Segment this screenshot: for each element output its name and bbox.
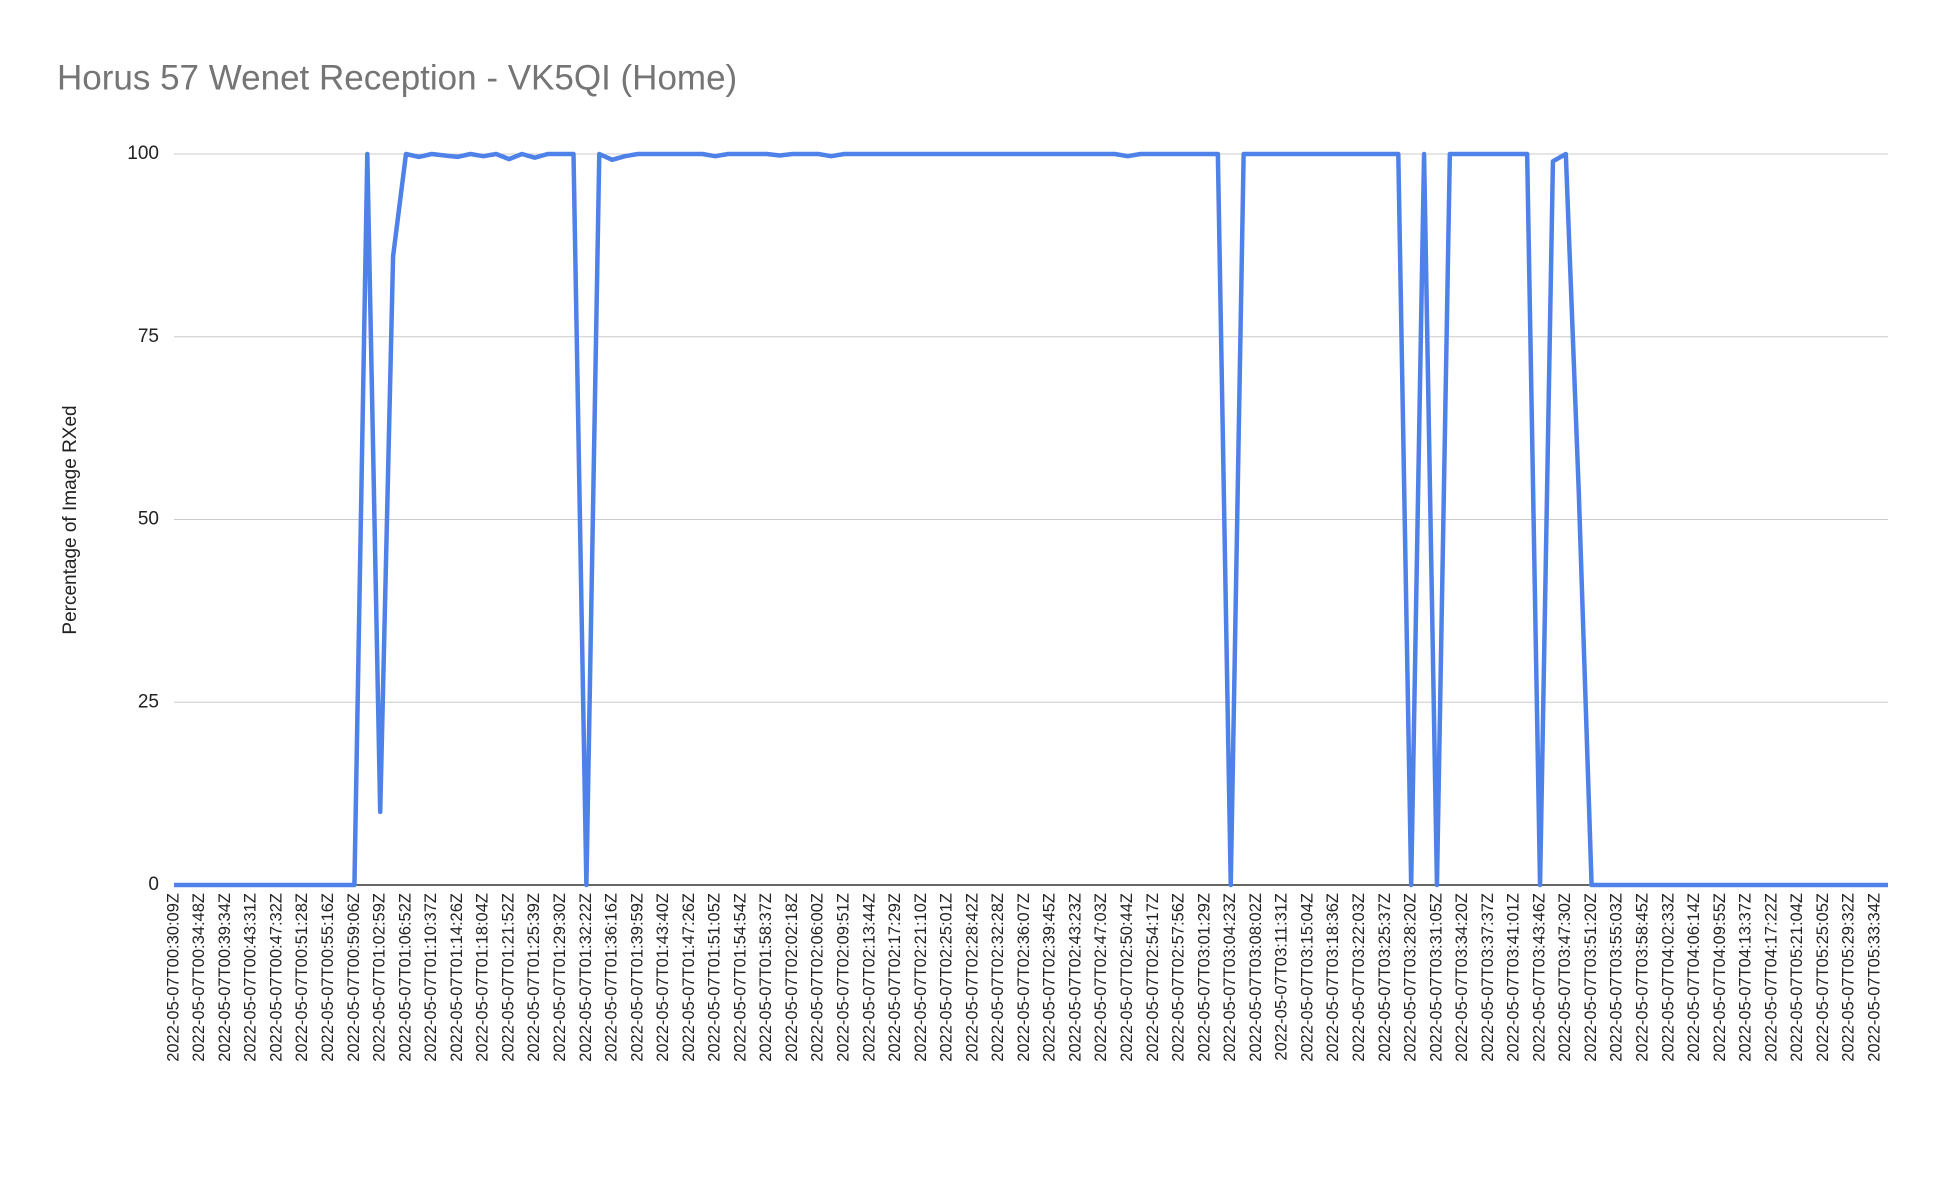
x-tick-label: 2022-05-07T02:13:44Z — [860, 893, 878, 1062]
x-tick-label: 2022-05-07T04:13:37Z — [1737, 893, 1755, 1062]
y-tick-label: 100 — [127, 143, 159, 164]
x-tick-label: 2022-05-07T03:55:03Z — [1608, 893, 1626, 1062]
x-tick-label: 2022-05-07T03:01:29Z — [1195, 893, 1213, 1062]
x-tick-label: 2022-05-07T03:08:02Z — [1247, 893, 1265, 1062]
x-tick-label: 2022-05-07T01:06:52Z — [396, 893, 414, 1062]
x-tick-label: 2022-05-07T02:28:42Z — [963, 893, 981, 1062]
x-tick-label: 2022-05-07T05:25:05Z — [1814, 893, 1832, 1062]
x-tick-label: 2022-05-07T03:37:37Z — [1479, 893, 1497, 1062]
x-tick-label: 2022-05-07T02:02:18Z — [783, 893, 801, 1062]
x-tick-label: 2022-05-07T01:54:54Z — [731, 893, 749, 1062]
x-tick-label: 2022-05-07T01:58:37Z — [757, 893, 775, 1062]
x-tick-label: 2022-05-07T03:18:36Z — [1324, 893, 1342, 1062]
x-tick-label: 2022-05-07T01:10:37Z — [422, 893, 440, 1062]
x-tick-label: 2022-05-07T00:34:48Z — [190, 893, 208, 1062]
x-tick-label: 2022-05-07T03:25:37Z — [1376, 893, 1394, 1062]
x-tick-label: 2022-05-07T02:57:56Z — [1170, 893, 1188, 1062]
x-tick-label: 2022-05-07T03:41:01Z — [1505, 893, 1523, 1062]
x-tick-label: 2022-05-07T02:36:07Z — [1015, 893, 1033, 1062]
x-tick-label: 2022-05-07T01:21:52Z — [499, 893, 517, 1062]
x-tick-label: 2022-05-07T01:47:26Z — [680, 893, 698, 1062]
x-tick-label: 2022-05-07T01:25:39Z — [525, 893, 543, 1062]
x-tick-label: 2022-05-07T01:32:22Z — [577, 893, 595, 1062]
x-tick-label: 2022-05-07T05:21:04Z — [1788, 893, 1806, 1062]
x-tick-label: 2022-05-07T02:54:17Z — [1144, 893, 1162, 1062]
chart-title: Horus 57 Wenet Reception - VK5QI (Home) — [57, 58, 737, 97]
x-tick-label: 2022-05-07T02:32:28Z — [989, 893, 1007, 1062]
x-tick-label: 2022-05-07T02:43:23Z — [1066, 893, 1084, 1062]
x-tick-label: 2022-05-07T00:39:34Z — [216, 893, 234, 1062]
y-tick-label: 0 — [148, 874, 159, 895]
x-tick-label: 2022-05-07T03:31:05Z — [1427, 893, 1445, 1062]
x-tick-label: 2022-05-07T02:25:01Z — [938, 893, 956, 1062]
x-tick-label: 2022-05-07T03:22:03Z — [1350, 893, 1368, 1062]
x-tick-label: 2022-05-07T00:47:32Z — [267, 893, 285, 1062]
x-tick-label: 2022-05-07T02:06:00Z — [809, 893, 827, 1062]
x-tick-label: 2022-05-07T01:02:59Z — [371, 893, 389, 1062]
series-line — [174, 151, 1888, 888]
x-tick-label: 2022-05-07T01:18:04Z — [474, 893, 492, 1062]
x-tick-label: 2022-05-07T04:06:14Z — [1685, 893, 1703, 1062]
x-tick-label: 2022-05-07T03:51:20Z — [1582, 893, 1600, 1062]
x-tick-label: 2022-05-07T04:17:22Z — [1762, 893, 1780, 1062]
x-tick-label: 2022-05-07T03:34:20Z — [1453, 893, 1471, 1062]
x-tick-label: 2022-05-07T00:43:31Z — [242, 893, 260, 1062]
x-tick-label: 2022-05-07T03:58:45Z — [1634, 893, 1652, 1062]
x-tick-label: 2022-05-07T02:39:45Z — [1041, 893, 1059, 1062]
x-tick-label: 2022-05-07T03:47:30Z — [1556, 893, 1574, 1062]
x-tick-label: 2022-05-07T01:29:30Z — [551, 893, 569, 1062]
x-tick-label: 2022-05-07T05:33:34Z — [1865, 893, 1883, 1062]
x-tick-label: 2022-05-07T04:02:33Z — [1659, 893, 1677, 1062]
x-tick-label: 2022-05-07T00:51:28Z — [293, 893, 311, 1062]
x-tick-label: 2022-05-07T02:47:03Z — [1092, 893, 1110, 1062]
x-tick-label: 2022-05-07T03:04:23Z — [1221, 893, 1239, 1062]
x-tick-label: 2022-05-07T03:15:04Z — [1298, 893, 1316, 1062]
x-tick-label: 2022-05-07T05:29:32Z — [1840, 893, 1858, 1062]
x-tick-label: 2022-05-07T03:28:20Z — [1402, 893, 1420, 1062]
x-tick-label: 2022-05-07T00:59:06Z — [345, 893, 363, 1062]
x-tick-label: 2022-05-07T01:36:16Z — [603, 893, 621, 1062]
x-tick-label: 2022-05-07T03:11:31Z — [1273, 893, 1291, 1061]
x-tick-label: 2022-05-07T02:09:51Z — [834, 893, 852, 1062]
x-tick-label: 2022-05-07T01:43:40Z — [654, 893, 672, 1062]
y-tick-label: 75 — [138, 326, 159, 347]
x-tick-label: 2022-05-07T03:43:46Z — [1530, 893, 1548, 1062]
x-tick-label: 2022-05-07T01:51:05Z — [706, 893, 724, 1062]
y-tick-label: 25 — [138, 691, 159, 712]
x-tick-label: 2022-05-07T02:21:10Z — [912, 893, 930, 1062]
x-tick-label: 2022-05-07T00:55:16Z — [319, 893, 337, 1062]
x-tick-label: 2022-05-07T00:30:09Z — [164, 893, 182, 1062]
x-tick-label: 2022-05-07T04:09:55Z — [1711, 893, 1729, 1062]
x-tick-label: 2022-05-07T02:17:29Z — [886, 893, 904, 1062]
y-axis-label: Percentage of Image RXed — [60, 405, 81, 634]
x-tick-label: 2022-05-07T01:39:59Z — [628, 893, 646, 1062]
x-tick-label: 2022-05-07T01:14:26Z — [448, 893, 466, 1062]
y-tick-label: 50 — [138, 509, 159, 530]
x-tick-label: 2022-05-07T02:50:44Z — [1118, 893, 1136, 1062]
